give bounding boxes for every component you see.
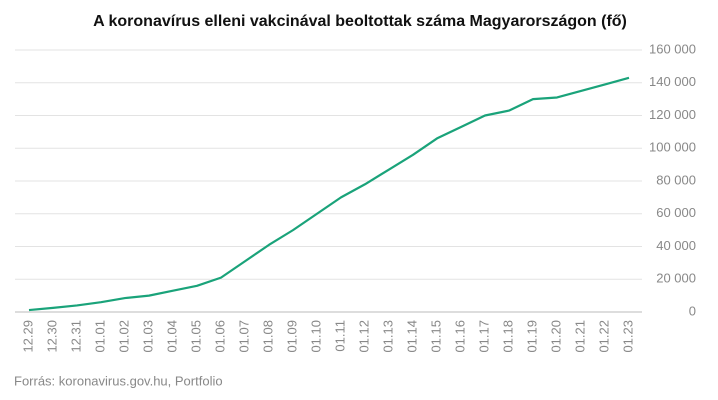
x-tick-label: 01.13 <box>380 320 395 353</box>
y-tick-label: 100 000 <box>649 140 696 155</box>
x-tick-label: 01.20 <box>548 320 563 353</box>
chart-title: A koronavírus elleni vakcinával beoltott… <box>93 13 627 30</box>
x-tick-label: 01.21 <box>572 320 587 353</box>
x-tick-label: 12.31 <box>68 320 83 353</box>
y-tick-label: 120 000 <box>649 107 696 122</box>
x-tick-label: 01.10 <box>308 320 323 353</box>
y-tick-label: 60 000 <box>656 205 696 220</box>
x-tick-label: 01.19 <box>524 320 539 353</box>
x-tick-label: 01.09 <box>284 320 299 353</box>
line <box>28 76 630 312</box>
x-tick-label: 01.07 <box>236 320 251 353</box>
y-tick-label: 140 000 <box>649 74 696 89</box>
x-tick-label: 01.22 <box>596 320 611 353</box>
x-tick-label: 01.16 <box>452 320 467 353</box>
source: Forrás: koronavirus.gov.hu, Portfolio <box>14 373 223 388</box>
x-tick-label: 01.02 <box>116 320 131 353</box>
x-tick-label: 01.12 <box>356 320 371 353</box>
x-tick-label: 12.29 <box>20 320 35 353</box>
x-tick-label: 01.17 <box>476 320 491 353</box>
x-tick-label: 01.15 <box>428 320 443 353</box>
x-tick-label: 01.01 <box>92 320 107 353</box>
y-tick-label: 0 <box>689 303 696 318</box>
x-tick-label: 01.08 <box>260 320 275 353</box>
x-tick-label: 01.06 <box>212 320 227 353</box>
x-tick-label: 01.03 <box>140 320 155 353</box>
x-tick-label: 01.05 <box>188 320 203 353</box>
y-tick-label: 40 000 <box>656 238 696 253</box>
x-tick-label: 01.14 <box>404 320 419 353</box>
y-tick-label: 80 000 <box>656 172 696 187</box>
x-tick-label: 12.30 <box>44 320 59 353</box>
y-tick-label: 160 000 <box>649 41 696 56</box>
x-tick-label: 01.04 <box>164 320 179 353</box>
x-tick-label: 01.11 <box>332 320 347 352</box>
y-tick-label: 20 000 <box>656 271 696 286</box>
x-tick-label: 01.23 <box>620 320 635 353</box>
x-tick-label: 01.18 <box>500 320 515 353</box>
